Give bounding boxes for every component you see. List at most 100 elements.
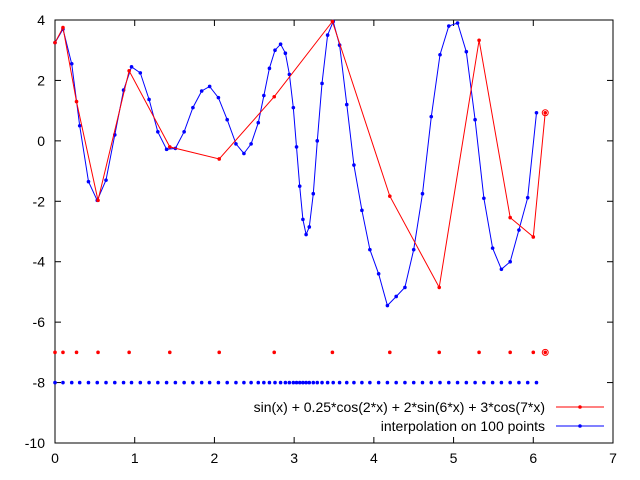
data-point <box>272 94 277 99</box>
sample-marker <box>234 380 238 385</box>
sample-marker <box>307 380 312 385</box>
x-tick-label: 6 <box>529 450 537 466</box>
sample-marker <box>225 380 229 385</box>
data-point <box>249 142 253 146</box>
sample-marker <box>344 380 349 385</box>
sample-marker <box>429 380 434 385</box>
data-point <box>242 151 246 156</box>
data-point <box>225 117 229 122</box>
sample-marker <box>325 380 330 385</box>
series-2 <box>53 19 539 385</box>
data-point <box>294 145 299 149</box>
sample-marker <box>315 380 320 385</box>
sample-marker <box>508 350 512 355</box>
data-point <box>156 129 160 134</box>
sample-marker <box>167 350 172 355</box>
sample-marker <box>69 380 74 385</box>
data-point <box>437 285 442 290</box>
axes: 0 1 2 3 4 5 6 7 4 2 0 -2 -4 -6 -8 -10 <box>25 12 617 466</box>
data-point <box>517 228 521 232</box>
data-point <box>138 71 143 75</box>
y-tick-label: -2 <box>33 193 46 209</box>
sample-marker <box>420 380 425 385</box>
sample-marker <box>61 380 65 385</box>
data-point <box>315 139 320 143</box>
data-point <box>167 145 172 149</box>
data-point <box>53 40 57 45</box>
data-point <box>525 195 530 200</box>
y-tick-label: 0 <box>37 133 45 149</box>
data-point <box>482 196 486 201</box>
sample-marker <box>272 350 277 355</box>
legend-label-series-1: sin(x) + 0.25*cos(2*x) + 2*sin(6*x) + 3*… <box>254 399 545 415</box>
sample-marker <box>525 380 530 385</box>
data-point <box>216 95 221 100</box>
data-point <box>283 51 288 56</box>
data-point <box>301 217 305 222</box>
sample-marker <box>499 380 504 385</box>
data-point <box>385 303 390 308</box>
data-point <box>69 62 74 66</box>
x-tick-label: 3 <box>290 450 298 466</box>
sample-marker <box>129 380 134 385</box>
sample-marker <box>446 380 451 385</box>
sample-marker <box>53 380 57 385</box>
data-point <box>234 142 238 146</box>
data-point <box>477 38 481 43</box>
sample-marker <box>267 380 272 385</box>
y-tick-label: 4 <box>37 12 45 28</box>
legend-marker-series-2 <box>578 424 582 428</box>
data-point <box>325 33 330 37</box>
data-point <box>420 191 425 196</box>
sample-marker <box>191 380 195 385</box>
sample-marker <box>173 380 178 385</box>
y-tick-label: -10 <box>25 435 45 451</box>
data-point <box>508 215 512 220</box>
sample-marker <box>278 380 283 385</box>
data-point <box>199 89 204 93</box>
sample-marker <box>394 380 398 385</box>
plot-frame <box>54 19 614 444</box>
data-point <box>446 24 451 28</box>
sample-marker <box>464 380 469 385</box>
sample-marker <box>164 380 169 385</box>
sample-marker <box>287 380 292 385</box>
data-point <box>129 65 134 69</box>
sample-marker <box>147 380 151 385</box>
data-point <box>164 147 169 152</box>
sample-marker <box>301 380 305 385</box>
sample-marker <box>490 380 495 385</box>
data-point <box>534 110 539 115</box>
y-tick-label: -4 <box>33 254 46 270</box>
x-tick-label: 1 <box>131 450 139 466</box>
sample-marker <box>297 380 302 385</box>
endpoint-marker <box>541 109 549 117</box>
data-point <box>543 110 548 115</box>
data-point <box>311 191 316 196</box>
sample-marker <box>388 350 392 355</box>
sample-marker <box>138 380 143 385</box>
data-point <box>499 267 504 272</box>
data-point <box>307 225 312 229</box>
data-point <box>473 117 477 122</box>
sample-marker <box>473 380 477 385</box>
data-point <box>429 114 434 119</box>
legend-marker-series-1 <box>578 405 582 409</box>
data-point <box>403 285 407 290</box>
sample-marker <box>304 380 308 385</box>
data-point <box>394 294 398 299</box>
data-point <box>464 49 469 54</box>
sample-marker <box>262 380 266 385</box>
data-point <box>344 102 349 107</box>
data-point <box>104 178 108 182</box>
series-line <box>54 19 537 307</box>
sample-marker <box>543 350 548 355</box>
data-point <box>147 97 151 102</box>
legend: sin(x) + 0.25*cos(2*x) + 2*sin(6*x) + 3*… <box>254 399 604 434</box>
sample-marker <box>112 380 117 385</box>
legend-label-series-2: interpolation on 100 points <box>381 418 545 434</box>
sample-marker <box>95 380 100 385</box>
x-tick-label: 2 <box>211 450 219 466</box>
sample-marker <box>385 380 390 385</box>
sample-marker <box>411 380 416 385</box>
